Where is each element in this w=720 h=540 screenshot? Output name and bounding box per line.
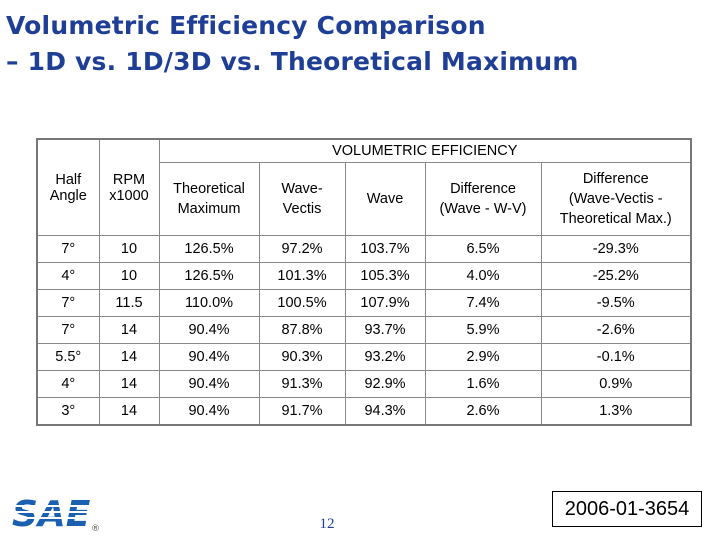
table-cell: 5.5° [36, 343, 100, 371]
header-text: Vectis [282, 201, 322, 217]
table-cell: -25.2% [540, 262, 692, 290]
page-number: 12 [319, 516, 335, 532]
table-cell: 90.4% [158, 316, 260, 344]
table-cell: 105.3% [344, 262, 426, 290]
table-cell: 1.3% [540, 397, 692, 426]
header-wave: Wave [344, 162, 426, 236]
header-half-angle: Half Angle [36, 138, 100, 236]
header-text: Maximum [177, 201, 241, 217]
header-text: (Wave-Vectis - [568, 191, 663, 207]
table-cell: 10 [98, 235, 160, 263]
table-row: 7° 14 90.4% 87.8% 93.7% 5.9% -2.6% [36, 316, 692, 344]
table-cell: 126.5% [158, 235, 260, 263]
group-header-volumetric-efficiency: VOLUMETRIC EFFICIENCY [158, 138, 692, 163]
registered-mark: ® [91, 524, 100, 532]
table-cell: -2.6% [540, 316, 692, 344]
header-text: RPM [112, 171, 146, 188]
title-line-1: Volumetric Efficiency Comparison [6, 11, 486, 40]
header-text: Theoretical Max.) [559, 211, 672, 227]
table-cell: 93.7% [344, 316, 426, 344]
table-row: 4° 14 90.4% 91.3% 92.9% 1.6% 0.9% [36, 370, 692, 398]
table-cell: 14 [98, 343, 160, 371]
table-cell: 87.8% [258, 316, 346, 344]
table-cell: 90.3% [258, 343, 346, 371]
header-text: Angle [49, 187, 87, 204]
table-cell: 2.6% [424, 397, 542, 426]
slide-title: Volumetric Efficiency Comparison – 1D vs… [6, 8, 579, 80]
table-cell: 103.7% [344, 235, 426, 263]
table-cell: -29.3% [540, 235, 692, 263]
table-cell: 4° [36, 262, 100, 290]
sae-logo: SAE ® [12, 494, 100, 532]
table-cell: 5.9% [424, 316, 542, 344]
table-row: 5.5° 14 90.4% 90.3% 93.2% 2.9% -0.1% [36, 343, 692, 371]
table-cell: 126.5% [158, 262, 260, 290]
header-theoretical-maximum: Theoretical Maximum [158, 162, 260, 236]
table-cell: 14 [98, 397, 160, 426]
paper-id: 2006-01-3654 [564, 497, 690, 520]
header-difference-wave-wv: Difference (Wave - W-V) [424, 162, 542, 236]
table-row: 7° 10 126.5% 97.2% 103.7% 6.5% -29.3% [36, 235, 692, 263]
table-cell: 4° [36, 370, 100, 398]
table-row: 4° 10 126.5% 101.3% 105.3% 4.0% -25.2% [36, 262, 692, 290]
table-cell: 93.2% [344, 343, 426, 371]
volumetric-efficiency-table: Half Angle RPM x1000 VOLUMETRIC EFFICIEN… [36, 138, 692, 426]
table-cell: 100.5% [258, 289, 346, 317]
table-cell: 7° [36, 289, 100, 317]
table-cell: 107.9% [344, 289, 426, 317]
table-row: 7° 11.5 110.0% 100.5% 107.9% 7.4% -9.5% [36, 289, 692, 317]
header-text: Difference [450, 181, 516, 197]
table-cell: 6.5% [424, 235, 542, 263]
table-cell: 91.7% [258, 397, 346, 426]
header-text: Theoretical [173, 181, 245, 197]
table-cell: 92.9% [344, 370, 426, 398]
paper-id-box: 2006-01-3654 [552, 491, 702, 527]
table-cell: 90.4% [158, 397, 260, 426]
table-cell: 94.3% [344, 397, 426, 426]
table-cell: 90.4% [158, 370, 260, 398]
header-text: Wave [366, 191, 404, 207]
table-cell: 0.9% [540, 370, 692, 398]
header-difference-wv-theoretical: Difference (Wave-Vectis - Theoretical Ma… [540, 162, 692, 236]
table-cell: 14 [98, 316, 160, 344]
table-row: 3° 14 90.4% 91.7% 94.3% 2.6% 1.3% [36, 397, 692, 426]
header-text: (Wave - W-V) [439, 201, 527, 217]
table-cell: 110.0% [158, 289, 260, 317]
table-cell: 97.2% [258, 235, 346, 263]
table-cell: 90.4% [158, 343, 260, 371]
table-cell: 7° [36, 316, 100, 344]
header-text: x1000 [109, 187, 149, 204]
title-line-2: – 1D vs. 1D/3D vs. Theoretical Maximum [6, 47, 579, 76]
table-cell: -0.1% [540, 343, 692, 371]
header-wave-vectis: Wave- Vectis [258, 162, 346, 236]
header-text: Half [55, 171, 82, 188]
table-cell: 101.3% [258, 262, 346, 290]
table-cell: 14 [98, 370, 160, 398]
table-cell: 7° [36, 235, 100, 263]
table-cell: 10 [98, 262, 160, 290]
table-cell: 2.9% [424, 343, 542, 371]
table-cell: -9.5% [540, 289, 692, 317]
header-text: Wave- [281, 181, 323, 197]
table-cell: 7.4% [424, 289, 542, 317]
header-text: Difference [582, 171, 649, 187]
table-cell: 91.3% [258, 370, 346, 398]
table-cell: 1.6% [424, 370, 542, 398]
table-cell: 3° [36, 397, 100, 426]
header-rpm: RPM x1000 [98, 138, 160, 236]
table-cell: 4.0% [424, 262, 542, 290]
sae-logo-speed-lines [12, 505, 94, 519]
table-cell: 11.5 [98, 289, 160, 317]
